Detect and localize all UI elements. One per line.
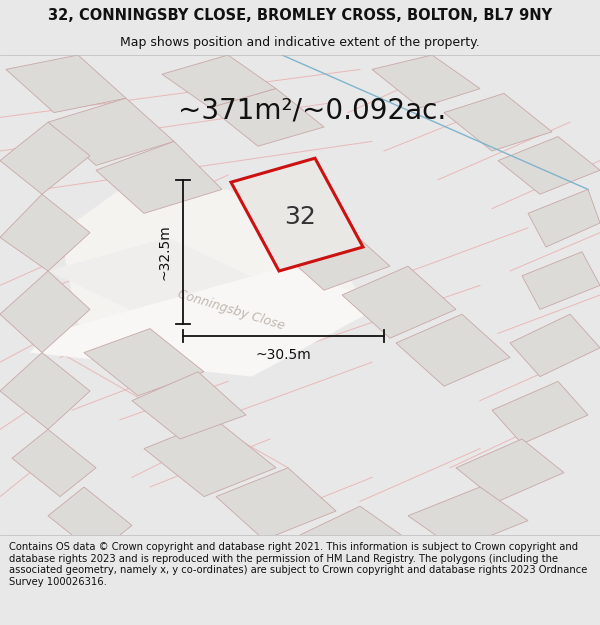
Polygon shape xyxy=(456,439,564,501)
Polygon shape xyxy=(0,194,90,271)
Polygon shape xyxy=(231,158,363,271)
Polygon shape xyxy=(372,55,480,108)
Text: ~30.5m: ~30.5m xyxy=(256,348,311,362)
Polygon shape xyxy=(144,420,276,497)
Polygon shape xyxy=(6,55,126,112)
Polygon shape xyxy=(48,487,132,554)
Polygon shape xyxy=(60,189,360,367)
Polygon shape xyxy=(162,55,276,108)
Polygon shape xyxy=(0,352,90,429)
Polygon shape xyxy=(0,122,90,194)
Polygon shape xyxy=(210,89,324,146)
Text: ~371m²/~0.092ac.: ~371m²/~0.092ac. xyxy=(178,96,446,124)
Polygon shape xyxy=(30,266,384,377)
Polygon shape xyxy=(96,141,222,213)
Polygon shape xyxy=(342,266,456,338)
Polygon shape xyxy=(408,487,528,549)
Polygon shape xyxy=(510,314,600,377)
Polygon shape xyxy=(48,98,174,166)
Polygon shape xyxy=(300,506,408,569)
Polygon shape xyxy=(84,329,204,396)
Polygon shape xyxy=(492,381,588,444)
Text: Contains OS data © Crown copyright and database right 2021. This information is : Contains OS data © Crown copyright and d… xyxy=(9,542,587,587)
Polygon shape xyxy=(216,468,336,540)
Text: 32, CONNINGSBY CLOSE, BROMLEY CROSS, BOLTON, BL7 9NY: 32, CONNINGSBY CLOSE, BROMLEY CROSS, BOL… xyxy=(48,8,552,23)
Polygon shape xyxy=(522,252,600,309)
Polygon shape xyxy=(498,137,600,194)
Polygon shape xyxy=(0,271,90,352)
Text: 32: 32 xyxy=(284,205,316,229)
Polygon shape xyxy=(528,189,600,247)
Text: ~32.5m: ~32.5m xyxy=(158,224,172,279)
Polygon shape xyxy=(48,238,270,333)
Text: Map shows position and indicative extent of the property.: Map shows position and indicative extent… xyxy=(120,36,480,49)
Text: Conningsby Close: Conningsby Close xyxy=(176,288,286,333)
Polygon shape xyxy=(132,372,246,439)
Polygon shape xyxy=(396,314,510,386)
Polygon shape xyxy=(12,429,96,497)
Polygon shape xyxy=(276,223,390,290)
Polygon shape xyxy=(444,93,552,151)
